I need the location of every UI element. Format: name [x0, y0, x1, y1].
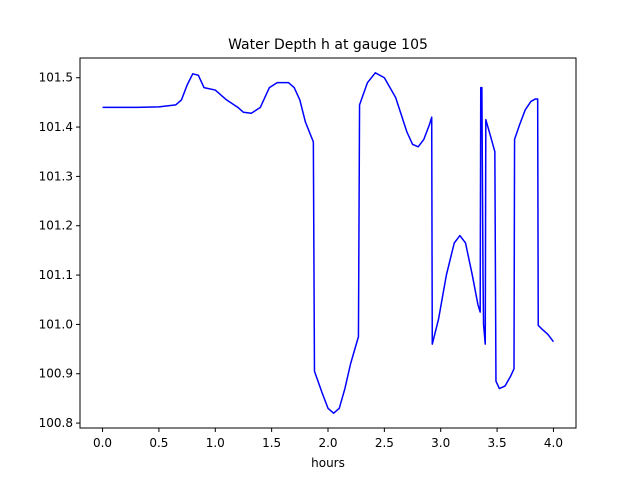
x-tick-label: 3.0: [431, 436, 450, 450]
y-tick-label: 100.9: [39, 367, 73, 381]
y-tick-label: 101.0: [39, 317, 73, 331]
x-tick-label: 0.0: [93, 436, 112, 450]
x-axis-ticks: 0.0 0.5 1.0 1.5 2.0 2.5 3.0 3.5 4.0: [93, 428, 563, 450]
x-tick-label: 2.5: [375, 436, 394, 450]
y-tick-label: 100.8: [39, 416, 73, 430]
y-tick-label: 101.5: [39, 71, 73, 85]
chart-title: Water Depth h at gauge 105: [228, 37, 428, 53]
x-tick-label: 1.5: [262, 436, 281, 450]
y-axis-ticks: 100.8 100.9 101.0 101.1 101.2 101.3 101.4 101.5: [39, 71, 80, 430]
x-tick-label: 1.0: [206, 436, 225, 450]
y-tick-label: 101.2: [39, 219, 73, 233]
x-axis-label: hours: [311, 456, 345, 470]
y-tick-label: 101.3: [39, 169, 73, 183]
plot-area-background: [80, 58, 576, 428]
x-tick-label: 2.0: [318, 436, 337, 450]
x-tick-label: 0.5: [149, 436, 168, 450]
y-tick-label: 101.1: [39, 268, 73, 282]
x-tick-label: 4.0: [544, 436, 563, 450]
y-tick-label: 101.4: [39, 120, 73, 134]
x-tick-label: 3.5: [488, 436, 507, 450]
series-line: [102, 72, 555, 414]
